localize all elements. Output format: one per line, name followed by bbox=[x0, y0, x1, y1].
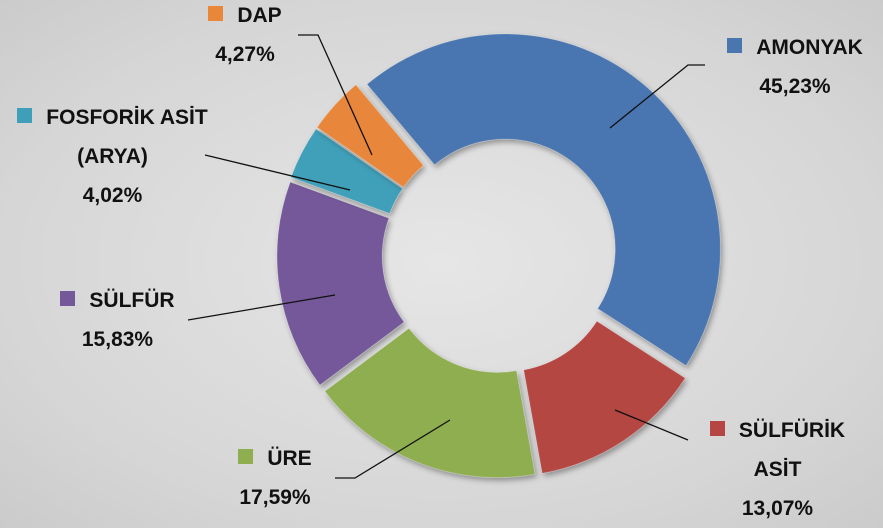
legend-entry: ÜRE bbox=[190, 439, 360, 478]
leader-line bbox=[204, 154, 351, 191]
legend-entry: FOSFORİK ASİT (ARYA) bbox=[15, 98, 210, 176]
value-label: 13,07% bbox=[741, 497, 814, 520]
donut-slice bbox=[316, 84, 425, 188]
data-label: SÜLFÜRİK ASİT 13,07% bbox=[690, 411, 865, 528]
category-name: SÜLFÜRİK ASİT bbox=[738, 419, 846, 481]
legend-entry: SÜLFÜR bbox=[25, 281, 210, 320]
data-label: DAP 4,27% bbox=[160, 0, 330, 74]
leader-line bbox=[298, 34, 373, 156]
value-label: 17,59% bbox=[239, 486, 311, 509]
legend-entry: DAP bbox=[160, 0, 330, 35]
donut-slice bbox=[324, 327, 536, 478]
leader-line bbox=[609, 64, 705, 129]
value-label: 45,23% bbox=[759, 75, 831, 98]
data-label: FOSFORİK ASİT (ARYA) 4,02% bbox=[15, 98, 210, 215]
legend-swatch bbox=[709, 421, 725, 436]
legend-entry: SÜLFÜRİK ASİT bbox=[690, 411, 865, 489]
legend-swatch bbox=[238, 449, 254, 464]
leader-line bbox=[614, 409, 689, 441]
category-name: DAP bbox=[237, 4, 282, 27]
legend-entry: AMONYAK bbox=[705, 28, 883, 67]
data-label: AMONYAK 45,23% bbox=[705, 28, 883, 106]
donut-slice bbox=[276, 181, 405, 386]
data-label: SÜLFÜR 15,83% bbox=[25, 281, 210, 359]
category-name: FOSFORİK ASİT (ARYA) bbox=[46, 106, 208, 168]
donut-slice bbox=[290, 128, 404, 215]
legend-swatch bbox=[60, 291, 76, 306]
value-label: 4,02% bbox=[82, 184, 143, 207]
data-label: ÜRE 17,59% bbox=[190, 439, 360, 517]
category-name: SÜLFÜR bbox=[89, 289, 175, 312]
category-name: ÜRE bbox=[267, 447, 312, 470]
legend-swatch bbox=[727, 38, 743, 53]
leader-line bbox=[335, 419, 451, 479]
category-name: AMONYAK bbox=[756, 36, 863, 59]
donut-slice bbox=[366, 33, 721, 367]
legend-swatch bbox=[208, 6, 224, 21]
value-label: 4,27% bbox=[215, 43, 275, 66]
donut-slice bbox=[523, 320, 686, 474]
leader-line bbox=[187, 294, 336, 321]
value-label: 15,83% bbox=[81, 328, 154, 351]
legend-swatch bbox=[17, 108, 33, 123]
